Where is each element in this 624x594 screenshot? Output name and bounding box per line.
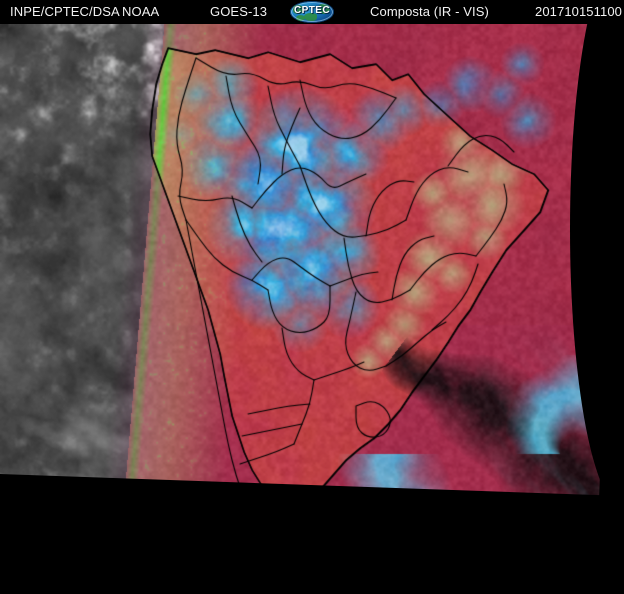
logo-ring xyxy=(291,2,333,22)
header-timestamp-label: 201710151100 xyxy=(535,4,622,19)
header-product-label: Composta (IR - VIS) xyxy=(370,4,489,19)
header-organization-label: INPE/CPTEC/DSA xyxy=(10,4,120,19)
cptec-logo-text: CPTEC xyxy=(294,5,330,16)
header-agency-label: NOAA xyxy=(122,4,160,19)
scan-limit-mask-bottom xyxy=(0,474,624,594)
satellite-image-area xyxy=(0,24,624,594)
cptec-logo-icon: CPTEC xyxy=(290,1,334,23)
image-header-bar: INPE/CPTEC/DSA NOAA GOES-13 CPTEC Compos… xyxy=(0,0,624,24)
header-satellite-label: GOES-13 xyxy=(210,4,268,19)
